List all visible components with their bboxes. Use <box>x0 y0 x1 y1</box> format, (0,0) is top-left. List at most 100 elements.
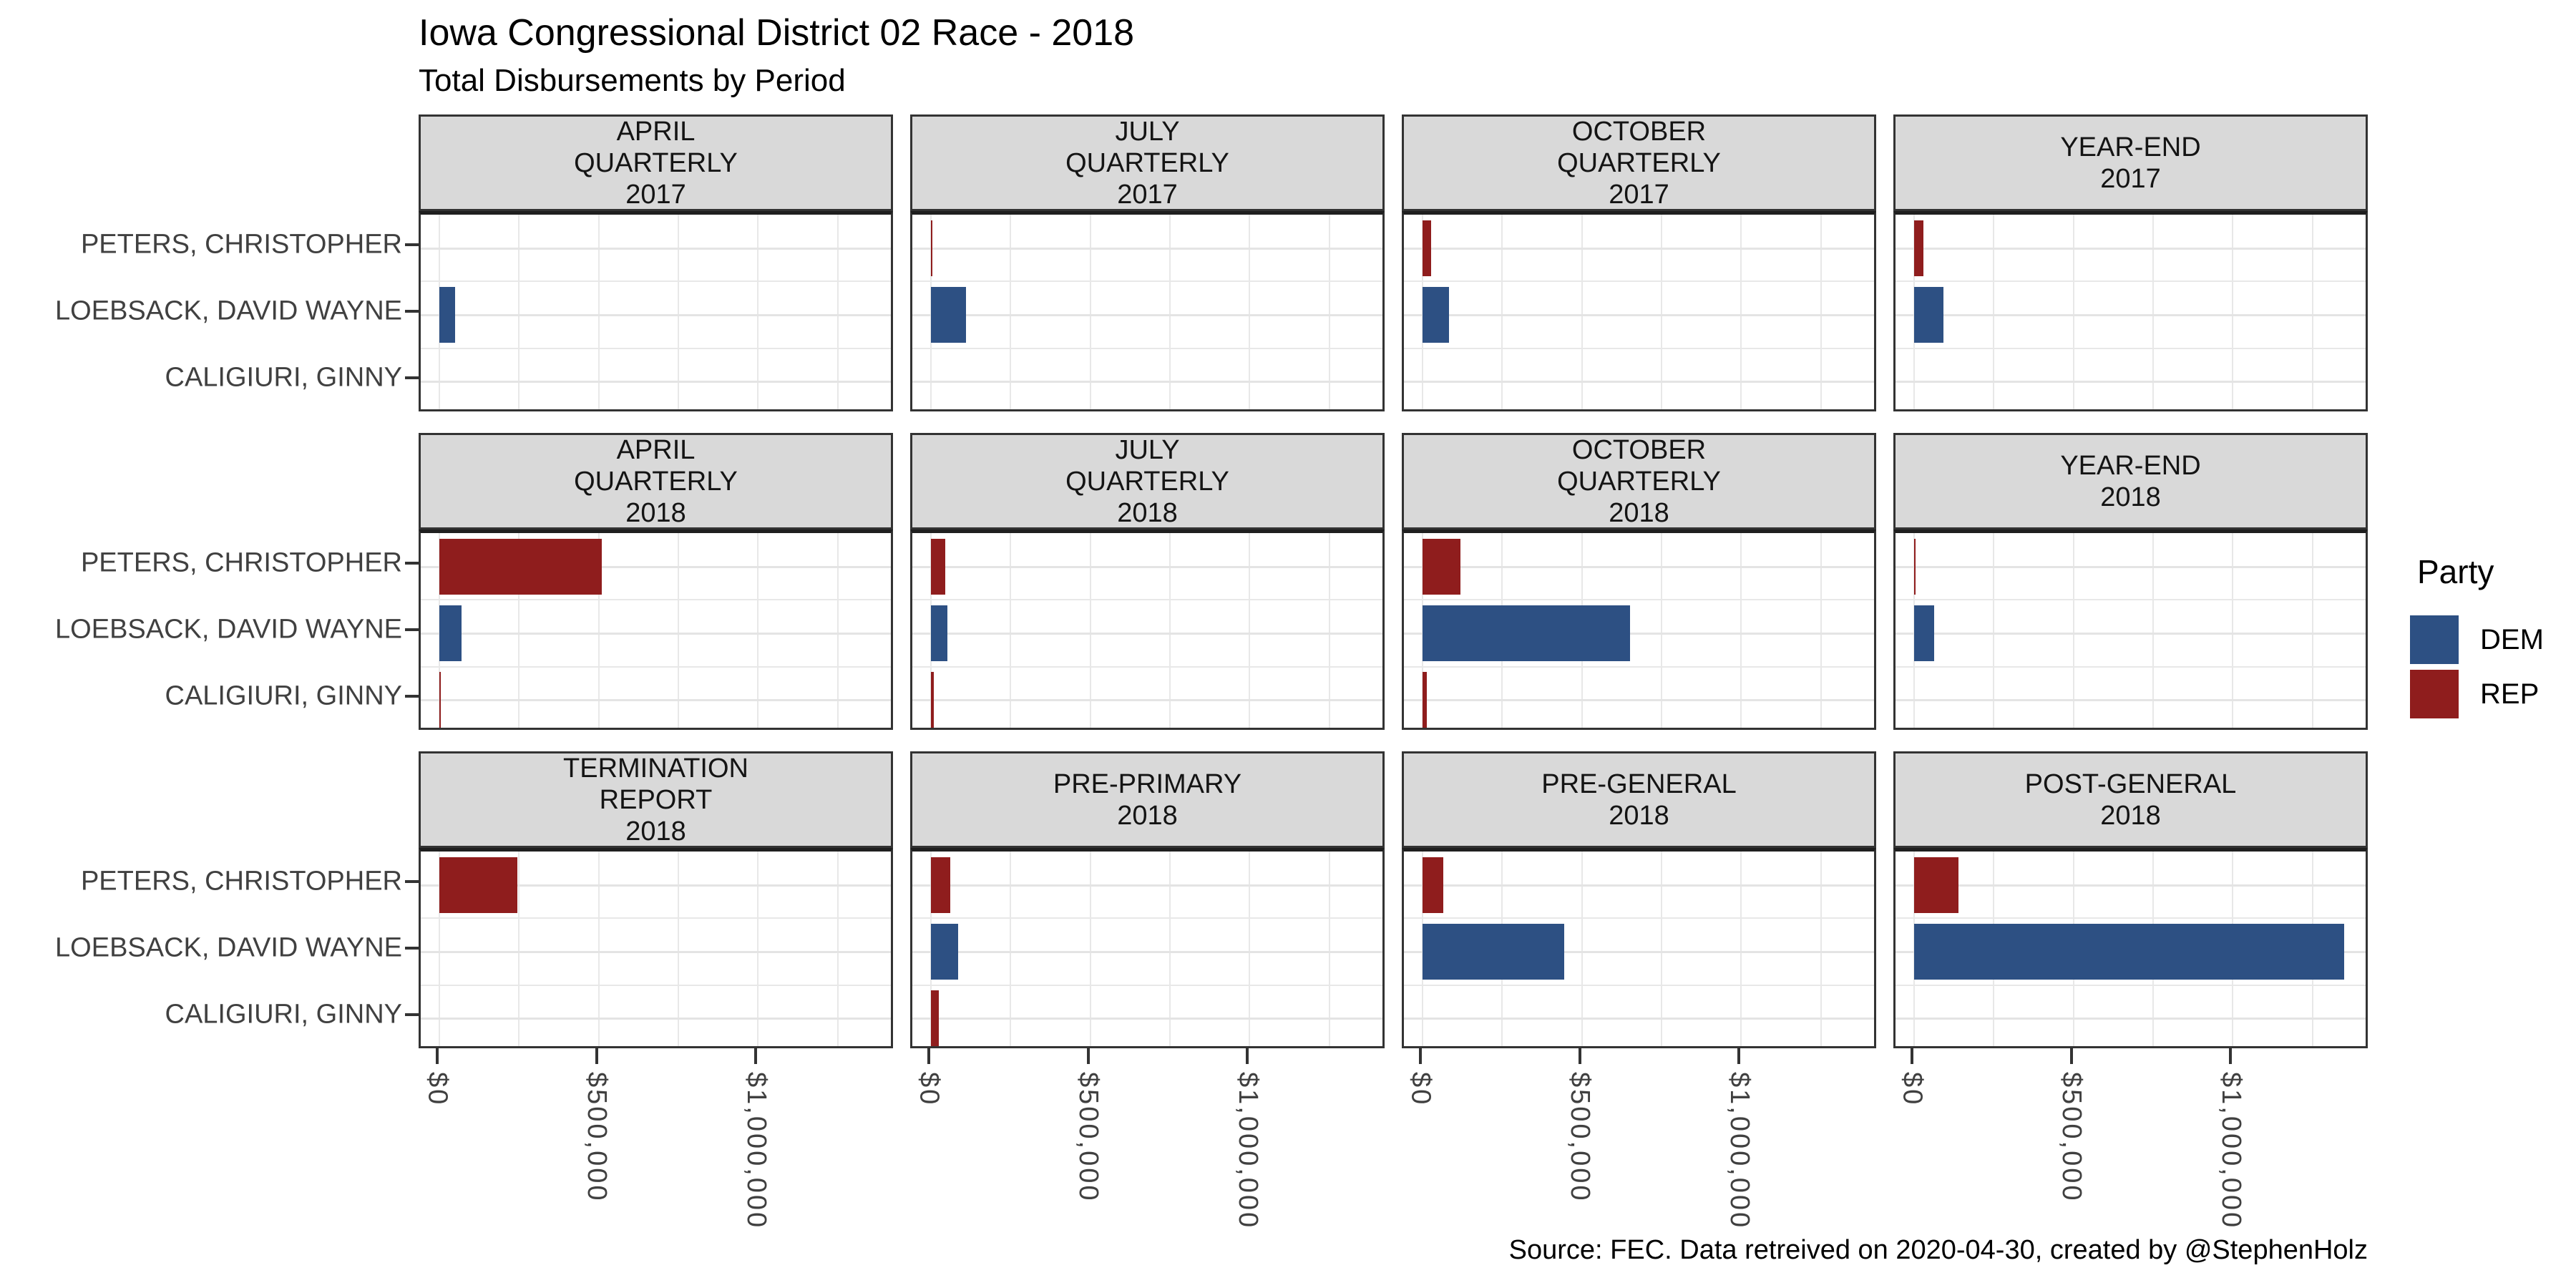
x-axis-tick-label: $0 <box>914 1072 945 1107</box>
gridline-horizontal-minor <box>1896 599 2366 601</box>
gridline-horizontal-major <box>1404 565 1874 568</box>
gridline-vertical <box>1661 533 1663 728</box>
gridline-vertical <box>518 533 520 728</box>
bar-rep <box>439 538 602 595</box>
bar-dem <box>439 287 455 343</box>
facet-strip-label-line: QUARTERLY <box>1065 147 1229 178</box>
gridline-horizontal-major <box>421 314 891 316</box>
facet-panel <box>910 211 1385 411</box>
facet-strip: OCTOBER QUARTERLY 2017 <box>1402 114 1876 211</box>
x-axis-tick <box>436 1048 439 1064</box>
facet-panel <box>910 530 1385 730</box>
facet-panel <box>1402 848 1876 1048</box>
gridline-horizontal-major <box>1404 247 1874 250</box>
gridline-horizontal-minor <box>1404 599 1874 601</box>
gridline-horizontal-minor <box>912 984 1382 986</box>
gridline-vertical <box>1581 852 1583 1046</box>
facet-panel <box>419 530 893 730</box>
facet-strip: YEAR-END 2017 <box>1893 114 2368 211</box>
gridline-vertical <box>2232 215 2234 409</box>
gridline-horizontal-major <box>912 884 1382 887</box>
gridline-horizontal-minor <box>421 984 891 986</box>
gridline-horizontal-minor <box>421 280 891 283</box>
gridline-horizontal-major <box>1896 381 2366 384</box>
facet-strip-label-line: 2018 <box>1117 497 1178 528</box>
facet-strip-label-line: QUARTERLY <box>574 466 738 497</box>
facet-strip-label-line: PRE-PRIMARY <box>1053 769 1242 799</box>
y-axis-label-candidate: CALIGIURI, GINNY <box>165 999 403 1030</box>
gridline-vertical <box>678 852 680 1046</box>
gridline-vertical <box>1010 852 1012 1046</box>
facet-strip-label-line: TERMINATION <box>563 753 748 784</box>
gridline-vertical <box>1328 852 1330 1046</box>
legend-title: Party <box>2417 553 2494 590</box>
gridline-vertical <box>836 852 839 1046</box>
legend-item-rep: REP <box>2410 670 2544 718</box>
y-axis-label-candidate: LOEBSACK, DAVID WAYNE <box>55 296 402 326</box>
gridline-horizontal-major <box>1404 381 1874 384</box>
gridline-vertical <box>1740 215 1742 409</box>
gridline-horizontal-minor <box>1404 665 1874 668</box>
x-axis-tick-label: $500,000 <box>582 1072 613 1203</box>
x-axis-tick <box>1086 1048 1090 1064</box>
gridline-horizontal-major <box>421 381 891 384</box>
gridline-horizontal-major <box>1896 633 2366 635</box>
facet-strip-label-line: REPORT <box>599 784 713 815</box>
gridline-horizontal-major <box>1404 633 1874 635</box>
facet-strip-label-line: 2017 <box>1117 179 1178 210</box>
gridline-vertical <box>2311 215 2313 409</box>
gridline-vertical <box>1661 852 1663 1046</box>
gridline-vertical <box>1089 852 1091 1046</box>
facet-strip-label-line: 2018 <box>2100 800 2161 831</box>
gridline-vertical <box>757 852 759 1046</box>
gridline-horizontal-minor <box>912 280 1382 283</box>
gridline-vertical <box>2152 215 2155 409</box>
gridline-horizontal-major <box>912 633 1382 635</box>
gridline-horizontal-minor <box>1896 665 2366 668</box>
gridline-horizontal-major <box>912 314 1382 316</box>
gridline-horizontal-major <box>421 633 891 635</box>
source-caption: Source: FEC. Data retreived on 2020-04-3… <box>1508 1235 2368 1265</box>
bar-rep <box>931 538 945 595</box>
gridline-horizontal-minor <box>1404 917 1874 919</box>
gridline-vertical <box>1820 533 1822 728</box>
bar-rep <box>439 857 518 913</box>
facet-panel <box>419 848 893 1048</box>
facet-strip-label-line: YEAR-END <box>2060 132 2201 162</box>
bar-rep <box>439 672 441 728</box>
x-axis-tick-label: $1,000,000 <box>2215 1072 2246 1230</box>
gridline-vertical <box>2232 533 2234 728</box>
y-axis-tick <box>405 243 419 246</box>
facet-strip-label-line: APRIL <box>616 116 696 147</box>
facet-strip-label-line: 2018 <box>625 816 686 847</box>
bar-dem <box>931 287 966 343</box>
gridline-vertical <box>1249 852 1251 1046</box>
facet-strip-label-line: YEAR-END <box>2060 450 2201 481</box>
y-axis-label-candidate: PETERS, CHRISTOPHER <box>80 229 402 260</box>
facet-panel <box>1893 848 2368 1048</box>
facet-strip-label-line: 2018 <box>2100 482 2161 512</box>
gridline-horizontal-minor <box>421 917 891 919</box>
facet-strip-label-line: OCTOBER <box>1571 116 1707 147</box>
bar-dem <box>1914 287 1943 343</box>
gridline-vertical <box>1993 533 1995 728</box>
gridline-horizontal-major <box>421 1018 891 1020</box>
bar-rep <box>1423 857 1443 913</box>
gridline-horizontal-major <box>1404 1018 1874 1020</box>
facet-panel <box>1402 211 1876 411</box>
y-axis-tick <box>405 561 419 565</box>
legend-label: REP <box>2480 678 2540 710</box>
x-axis-tick-label: $0 <box>1897 1072 1928 1107</box>
facet-strip-label-line: JULY <box>1115 434 1180 465</box>
gridline-vertical <box>1661 215 1663 409</box>
gridline-vertical <box>1581 215 1583 409</box>
gridline-horizontal-major <box>421 247 891 250</box>
gridline-vertical <box>597 852 600 1046</box>
gridline-horizontal-major <box>912 381 1382 384</box>
gridline-vertical <box>1501 215 1503 409</box>
bar-rep <box>1914 220 1924 276</box>
bar-rep <box>931 990 940 1046</box>
gridline-horizontal-major <box>1896 1018 2366 1020</box>
gridline-horizontal-major <box>912 951 1382 953</box>
